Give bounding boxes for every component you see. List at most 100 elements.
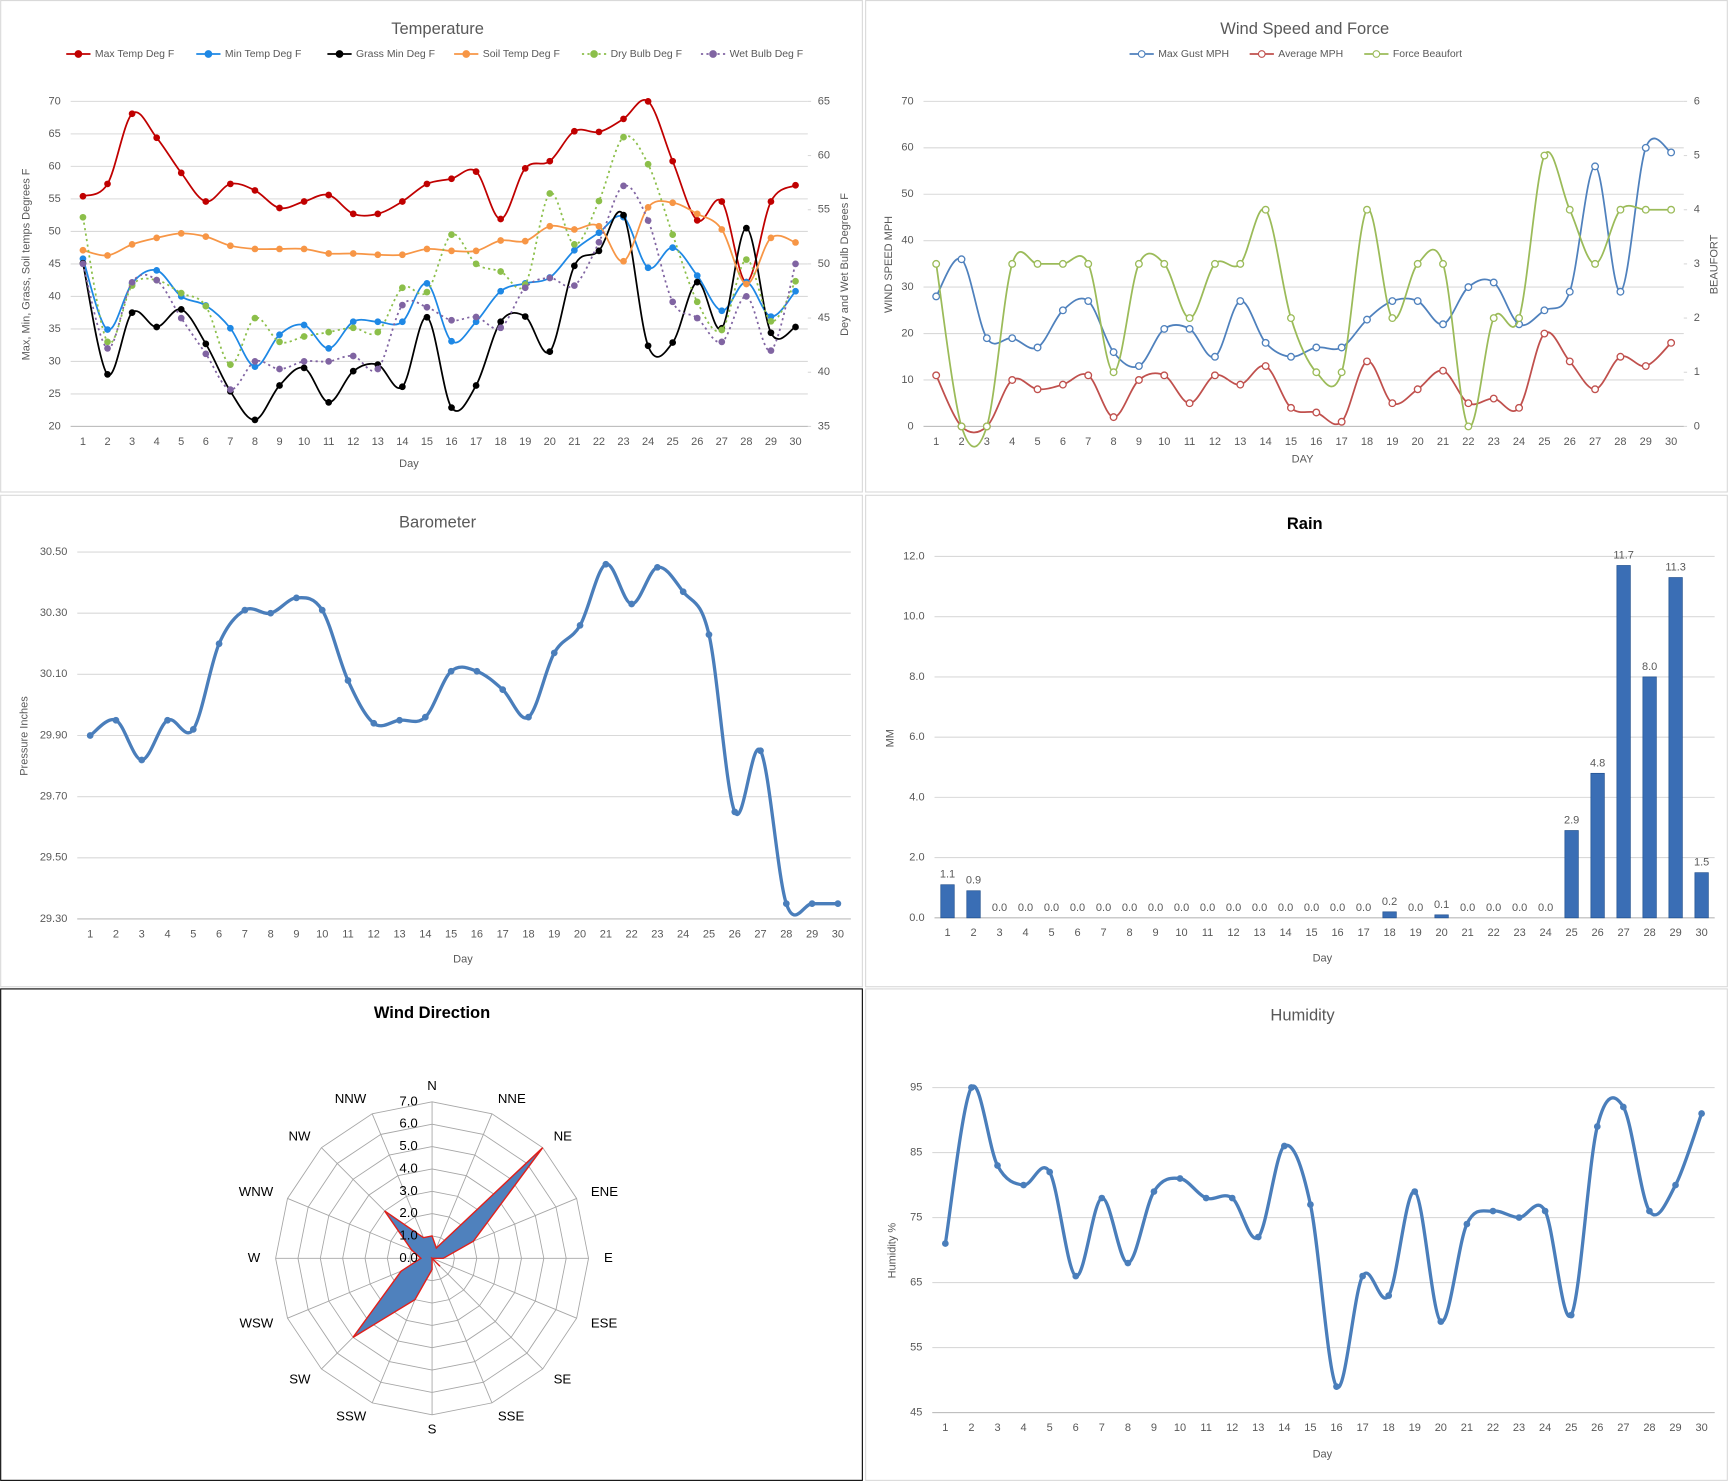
x-tick-label: 20 bbox=[544, 436, 556, 448]
category-label: NW bbox=[288, 1128, 311, 1143]
data-point bbox=[932, 259, 941, 268]
data-point bbox=[718, 198, 726, 205]
data-point bbox=[1413, 259, 1422, 268]
x-tick-label: 9 bbox=[1151, 1422, 1157, 1434]
data-point bbox=[276, 245, 283, 253]
x-tick-label: 15 bbox=[445, 928, 457, 940]
bar bbox=[1694, 872, 1709, 919]
data-point bbox=[1620, 1103, 1627, 1111]
x-tick-label: 14 bbox=[1260, 436, 1272, 448]
x-tick-label: 6 bbox=[203, 436, 209, 448]
x-tick-label: 5 bbox=[1047, 1422, 1053, 1434]
data-point bbox=[215, 640, 223, 648]
x-tick-label: 9 bbox=[276, 436, 282, 448]
data-point bbox=[693, 272, 701, 279]
x-tick-label: 11 bbox=[342, 928, 353, 940]
legend-marker bbox=[709, 50, 717, 58]
data-point bbox=[1046, 1168, 1054, 1176]
data-point bbox=[177, 306, 185, 313]
x-tick-label: 16 bbox=[471, 928, 483, 940]
data-point bbox=[325, 328, 333, 336]
panel bbox=[865, 988, 1728, 1481]
data-point bbox=[325, 345, 333, 352]
data-point bbox=[421, 713, 429, 721]
category-label: SE bbox=[554, 1371, 572, 1386]
data-point bbox=[1176, 1175, 1184, 1182]
data-point bbox=[227, 180, 234, 188]
data-point bbox=[1413, 385, 1422, 394]
x-tick-label: 3 bbox=[129, 436, 135, 448]
x-tick-label: 30 bbox=[1665, 436, 1677, 448]
x-tick-label: 23 bbox=[1513, 1422, 1525, 1434]
x-tick-label: 21 bbox=[1461, 927, 1473, 939]
data-point bbox=[669, 298, 677, 306]
data-point bbox=[300, 358, 308, 365]
radar-area bbox=[352, 1147, 544, 1338]
data-point bbox=[448, 231, 455, 239]
data-label: 0.0 bbox=[1538, 902, 1553, 914]
data-point bbox=[1616, 352, 1625, 361]
data-point bbox=[241, 606, 249, 614]
y-tick-label: 0.0 bbox=[909, 912, 924, 924]
x-tick-label: 28 bbox=[1644, 927, 1656, 939]
x-tick-label: 20 bbox=[574, 928, 586, 940]
y-tick-label: 35 bbox=[48, 323, 60, 335]
data-point bbox=[497, 287, 505, 295]
data-point bbox=[644, 98, 652, 105]
data-point bbox=[1540, 329, 1549, 338]
data-point bbox=[423, 245, 431, 253]
data-point bbox=[546, 348, 554, 356]
data-point bbox=[349, 318, 357, 326]
data-label: 0.0 bbox=[1018, 902, 1033, 914]
x-tick-label: 17 bbox=[1336, 436, 1348, 448]
data-point bbox=[128, 241, 136, 248]
data-point bbox=[79, 260, 87, 268]
data-point bbox=[251, 245, 259, 253]
category-label: ENE bbox=[591, 1184, 618, 1199]
data-point bbox=[1565, 357, 1574, 366]
data-point bbox=[1134, 376, 1143, 384]
data-point bbox=[104, 371, 111, 378]
data-point bbox=[128, 278, 136, 286]
data-point bbox=[1261, 338, 1270, 347]
x-tick-label: 30 bbox=[1695, 1422, 1707, 1434]
x-tick-label: 8 bbox=[252, 436, 258, 448]
x-tick-label: 11 bbox=[323, 436, 334, 448]
x-tick-label: 30 bbox=[832, 928, 844, 940]
data-point bbox=[227, 361, 234, 369]
data-point bbox=[1388, 314, 1397, 323]
data-label: 1.5 bbox=[1694, 857, 1709, 869]
x-tick-label: 25 bbox=[1565, 927, 1577, 939]
data-point bbox=[423, 303, 431, 311]
data-point bbox=[1160, 371, 1169, 380]
x-tick-label: 27 bbox=[1617, 1422, 1629, 1434]
data-point bbox=[473, 667, 481, 675]
data-label: 0.0 bbox=[1044, 902, 1059, 914]
x-tick-label: 2 bbox=[968, 1422, 974, 1434]
data-label: 0.0 bbox=[1148, 902, 1163, 914]
data-point bbox=[293, 594, 300, 602]
data-point bbox=[620, 115, 627, 123]
data-point bbox=[792, 323, 799, 331]
category-label: S bbox=[428, 1422, 437, 1437]
category-label: NNE bbox=[498, 1091, 526, 1106]
data-point bbox=[571, 282, 578, 289]
x-tick-label: 16 bbox=[1310, 436, 1322, 448]
data-point bbox=[1124, 1259, 1132, 1267]
y-tick-label: 29.30 bbox=[40, 913, 68, 925]
x-tick-label: 11 bbox=[1202, 927, 1213, 939]
x-tick-label: 24 bbox=[1539, 1422, 1551, 1434]
data-point bbox=[251, 314, 259, 322]
x-tick-label: 25 bbox=[667, 436, 679, 448]
x-tick-label: 5 bbox=[1048, 927, 1054, 939]
series-line bbox=[943, 1084, 1704, 1389]
data-point bbox=[1185, 399, 1194, 408]
y-tick-label: 55 bbox=[48, 193, 60, 205]
data-point bbox=[370, 719, 378, 727]
data-point bbox=[128, 309, 136, 317]
data-point bbox=[1359, 1272, 1366, 1280]
x-tick-label: 7 bbox=[242, 928, 248, 940]
data-point bbox=[1667, 338, 1676, 347]
legend-marker bbox=[1372, 50, 1381, 58]
data-point bbox=[1312, 368, 1321, 377]
